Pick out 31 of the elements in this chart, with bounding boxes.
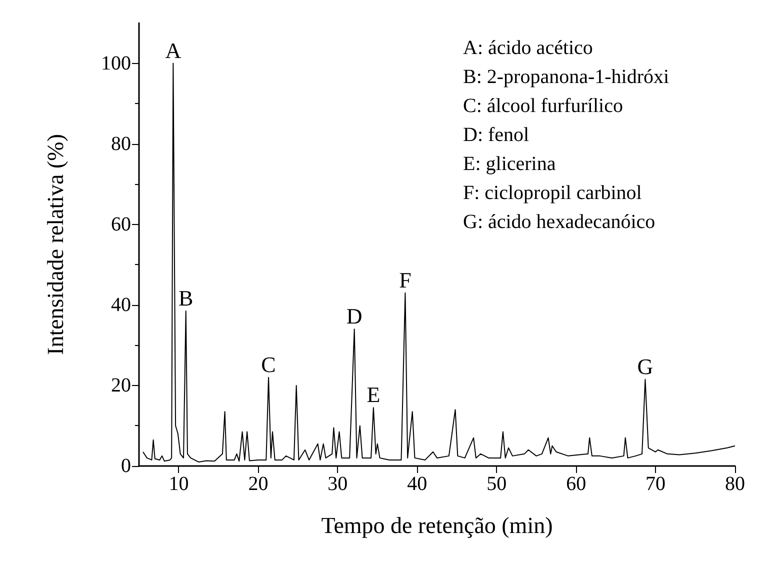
x-tick-label: 60 — [566, 473, 586, 495]
annotation: B — [178, 285, 194, 310]
annotation: A — [165, 38, 182, 63]
y-tick-label: 40 — [111, 294, 131, 316]
annotation: E: glicerina — [463, 153, 556, 175]
y-tick-label: 20 — [111, 374, 131, 396]
annotation: E — [366, 382, 380, 408]
x-tick-label: 50 — [486, 473, 507, 495]
annotation: D — [346, 304, 362, 329]
annotation: F: ciclopropil carbinol — [463, 182, 642, 204]
x-tick-label: 80 — [725, 473, 745, 495]
y-tick-label: 0 — [121, 455, 131, 477]
x-tick-label: 40 — [407, 473, 428, 495]
y-tick-label: 60 — [111, 213, 131, 236]
annotation: B: 2-propanona-1-hidróxi — [463, 66, 670, 88]
y-tick-label: 100 — [101, 52, 131, 74]
x-tick-label: 70 — [646, 473, 666, 495]
y-axis-title: Intensidade relativa (%) — [43, 134, 68, 355]
x-tick-label: 10 — [168, 473, 189, 495]
x-tick-label: 30 — [328, 473, 348, 495]
x-axis-title: Tempo de retenção (min) — [321, 513, 553, 538]
annotation: G: ácido hexadecanóico — [463, 211, 656, 233]
y-tick-label: 80 — [111, 132, 131, 155]
x-tick-label: 20 — [248, 473, 268, 495]
annotation: D: fenol — [463, 124, 530, 146]
annotation: C — [261, 352, 276, 377]
annotation: G — [637, 354, 654, 379]
line-series — [142, 62, 736, 462]
annotation: F — [399, 267, 412, 292]
annotation: C: álcool furfurílico — [463, 95, 623, 117]
annotation: A: ácido acético — [463, 37, 593, 59]
